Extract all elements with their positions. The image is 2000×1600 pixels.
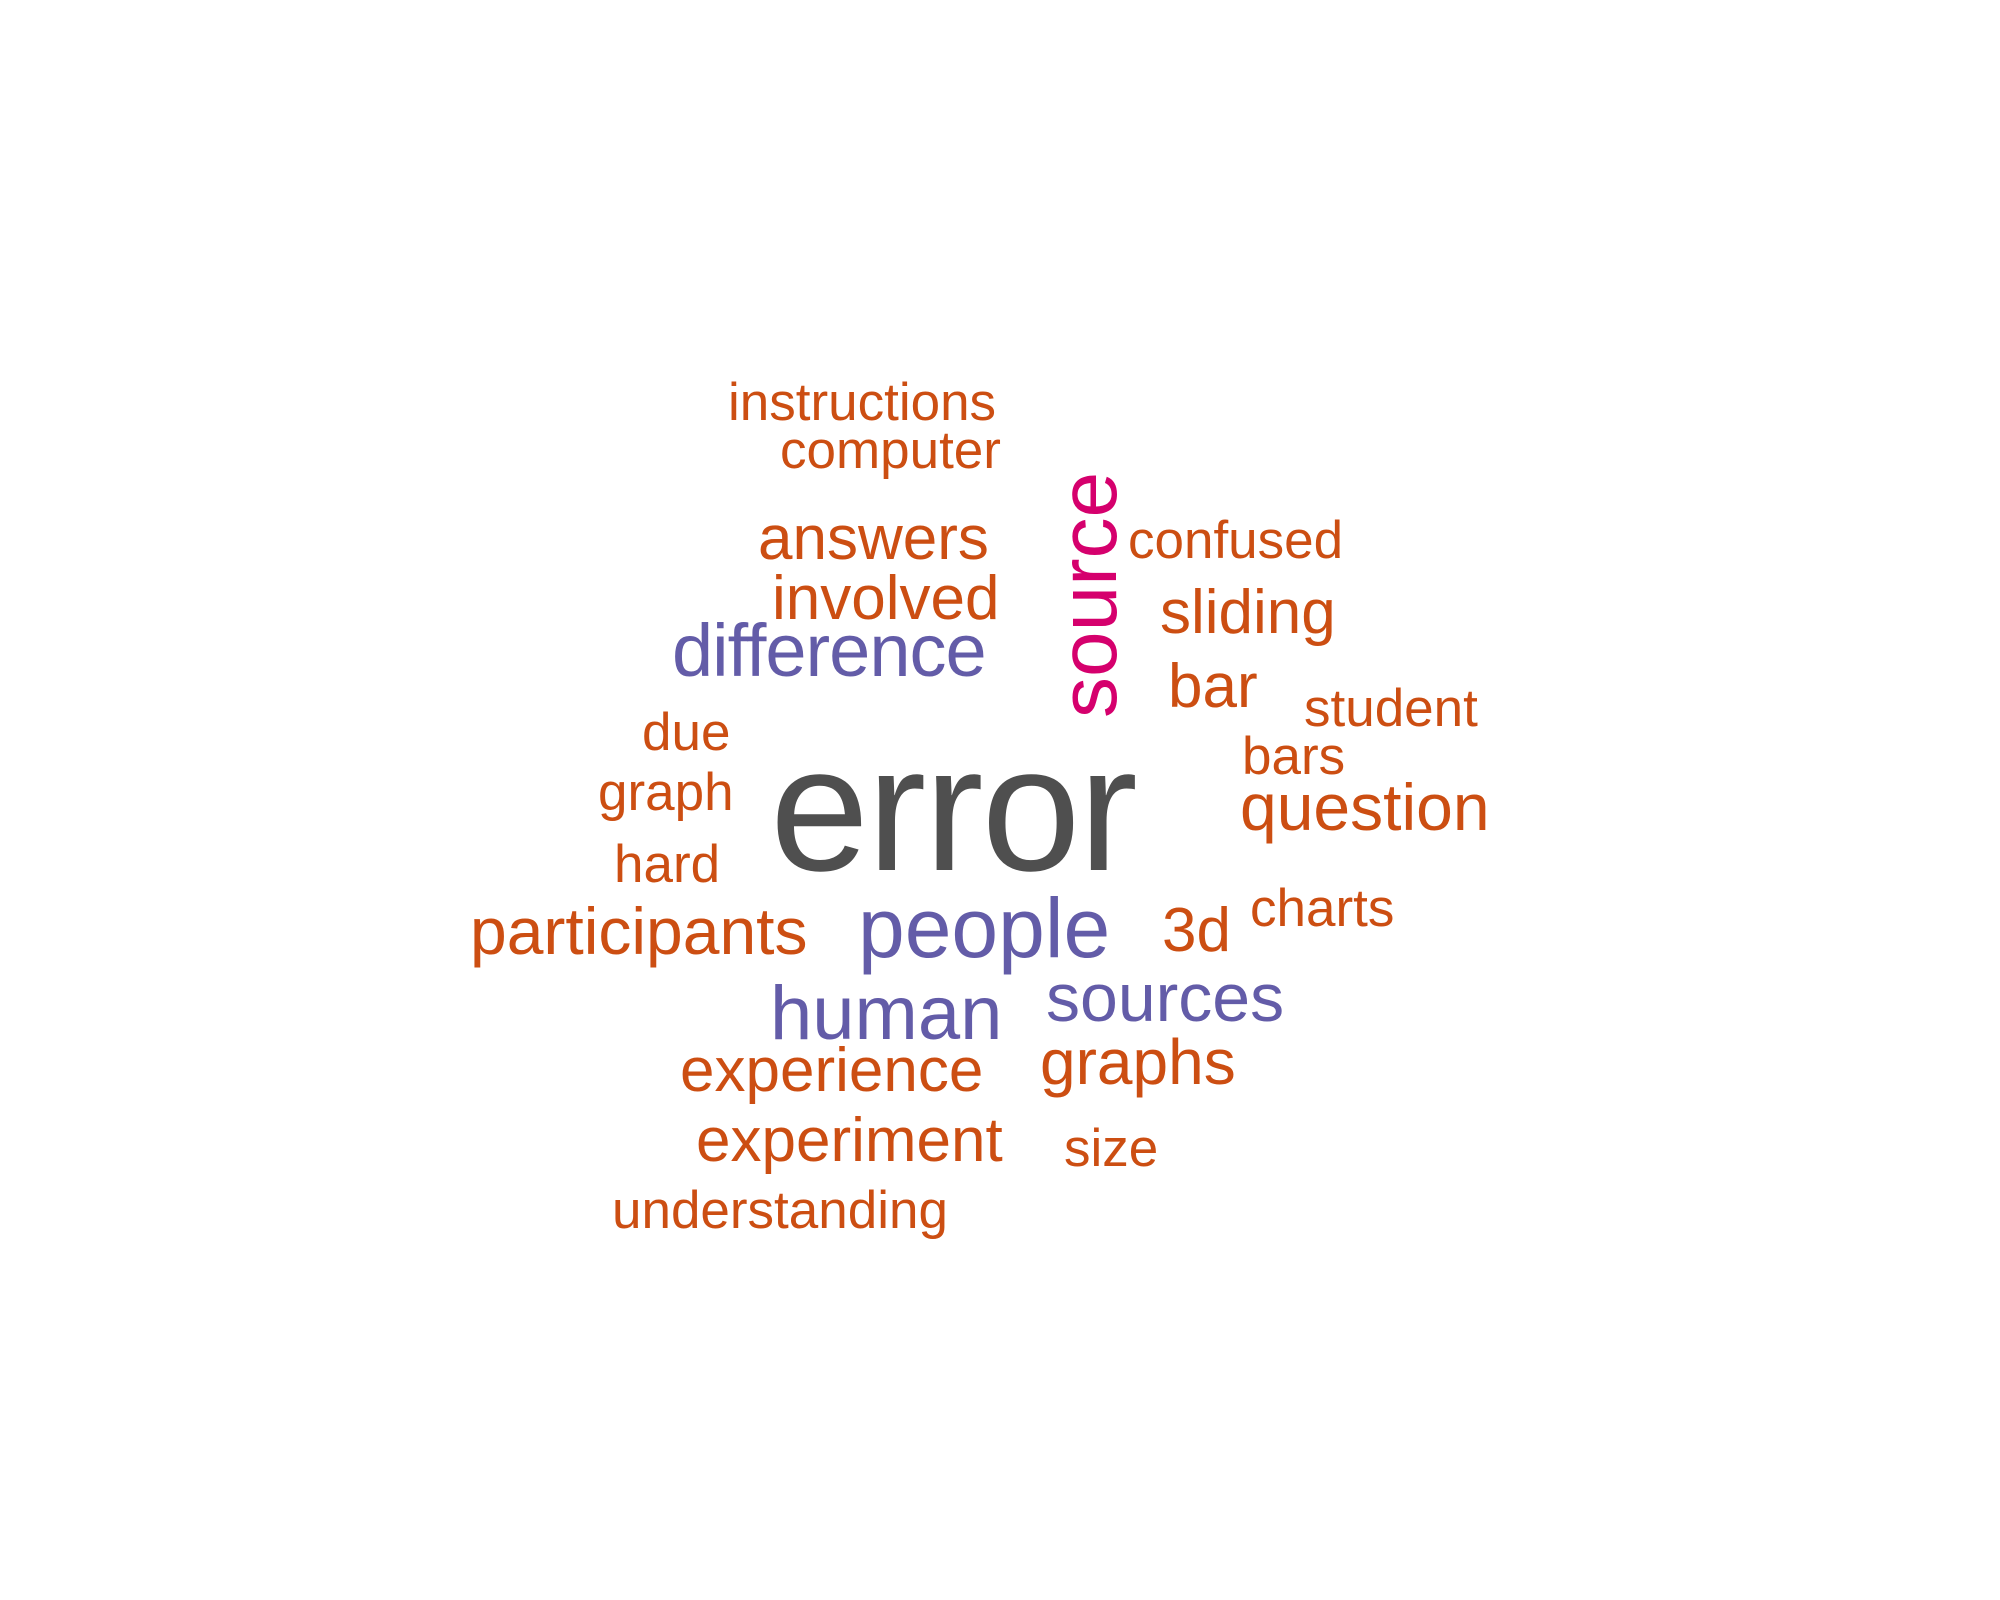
word-graphs: graphs xyxy=(1040,1026,1236,1098)
word-bars: bars xyxy=(1242,727,1346,786)
word-error: error xyxy=(770,709,1138,908)
word-graph: graph xyxy=(598,763,734,822)
word-human: human xyxy=(770,971,1003,1056)
word-confused: confused xyxy=(1128,511,1344,570)
word-due: due xyxy=(642,703,731,762)
word-student: student xyxy=(1304,679,1478,738)
word-participants: participants xyxy=(470,894,808,968)
word-3d: 3d xyxy=(1162,896,1231,965)
word-size: size xyxy=(1064,1119,1159,1178)
word-source: source xyxy=(1043,471,1134,718)
word-question: question xyxy=(1240,770,1490,844)
word-difference: difference xyxy=(672,609,987,692)
word-experience: experience xyxy=(680,1036,984,1105)
word-charts: charts xyxy=(1250,879,1395,938)
word-answers: answers xyxy=(758,504,989,573)
word-people: people xyxy=(858,881,1111,975)
word-computer: computer xyxy=(780,421,1001,480)
word-bar: bar xyxy=(1168,652,1258,721)
word-involved: involved xyxy=(772,564,1000,633)
word-hard: hard xyxy=(614,835,721,894)
word-sources: sources xyxy=(1046,960,1285,1036)
word-experiment: experiment xyxy=(696,1106,1003,1175)
word-instructions: instructions xyxy=(728,373,997,432)
word-sliding: sliding xyxy=(1160,578,1336,647)
word-understanding: understanding xyxy=(612,1181,948,1240)
